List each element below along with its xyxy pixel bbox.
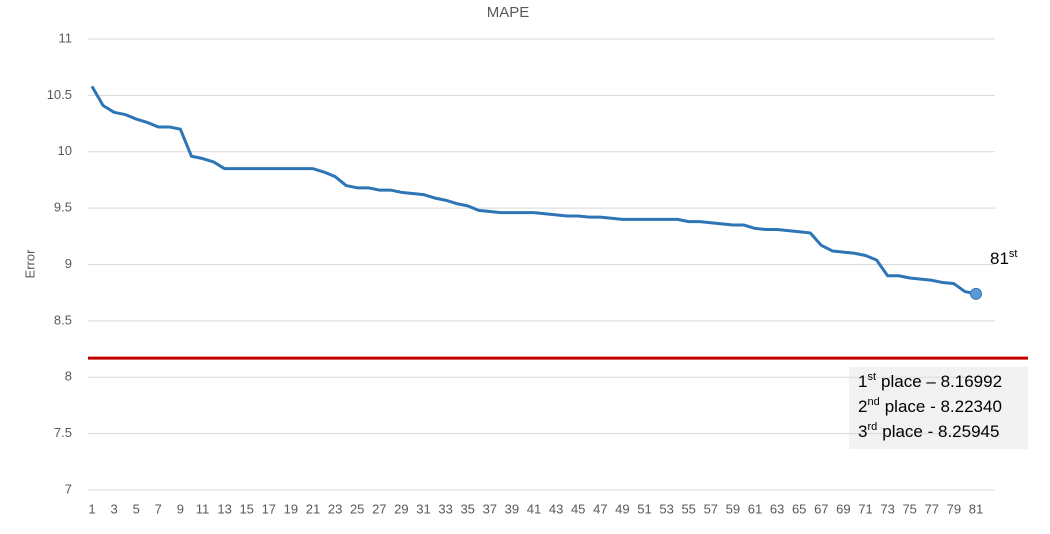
- x-tick-label: 37: [483, 501, 497, 516]
- x-tick-label: 5: [133, 501, 140, 516]
- x-tick-label: 33: [438, 501, 452, 516]
- x-tick-label: 65: [792, 501, 806, 516]
- legend-text: place – 8.16992: [881, 372, 1002, 391]
- y-tick-label: 7: [65, 481, 72, 496]
- legend-line: 1st place – 8.16992: [858, 371, 1002, 392]
- legend-text: place - 8.22340: [885, 397, 1002, 416]
- x-tick-label: 43: [549, 501, 563, 516]
- chart-title: MAPE: [487, 4, 530, 21]
- x-tick-label: 45: [571, 501, 585, 516]
- legend-ordinal: 2: [858, 397, 867, 416]
- y-tick-label: 10.5: [47, 87, 72, 102]
- y-tick-label: 9: [65, 256, 72, 271]
- legend-ordinal: 1: [858, 372, 867, 391]
- x-tick-label: 41: [527, 501, 541, 516]
- x-tick-label: 71: [858, 501, 872, 516]
- point-annotation: 81st: [990, 248, 1017, 269]
- x-tick-label: 1: [88, 501, 95, 516]
- x-tick-label: 19: [284, 501, 298, 516]
- y-tick-label: 8.5: [54, 312, 72, 327]
- x-tick-label: 57: [704, 501, 718, 516]
- x-tick-label: 79: [947, 501, 961, 516]
- x-tick-label: 31: [416, 501, 430, 516]
- annotation-number: 81: [990, 249, 1009, 268]
- x-tick-label: 3: [110, 501, 117, 516]
- annotation-suffix: st: [1009, 248, 1018, 260]
- data-line: [90, 85, 977, 296]
- y-tick-label: 11: [59, 30, 73, 45]
- x-tick-label: 47: [593, 501, 607, 516]
- x-tick-label: 73: [880, 501, 894, 516]
- x-tick-label: 23: [328, 501, 342, 516]
- x-tick-label: 39: [505, 501, 519, 516]
- highlight-point: [970, 287, 982, 300]
- legend-suffix: rd: [867, 421, 877, 433]
- y-tick-label: 7.5: [54, 425, 72, 440]
- x-tick-label: 67: [814, 501, 828, 516]
- x-tick-label: 55: [681, 501, 695, 516]
- x-tick-label: 11: [196, 501, 210, 516]
- y-tick-label: 9.5: [54, 200, 72, 215]
- x-tick-label: 77: [925, 501, 939, 516]
- legend-suffix: st: [867, 371, 876, 383]
- legend-text: place - 8.25945: [882, 422, 999, 441]
- legend-ordinal: 3: [858, 422, 867, 441]
- legend-suffix: nd: [867, 396, 879, 408]
- x-tick-label: 59: [726, 501, 740, 516]
- x-tick-label: 49: [615, 501, 629, 516]
- y-axis-label: Error: [22, 249, 37, 279]
- x-tick-label: 17: [262, 501, 276, 516]
- legend-box: [849, 367, 1028, 449]
- x-tick-label: 27: [372, 501, 386, 516]
- legend-line: 3rd place - 8.25945: [858, 421, 999, 442]
- x-tick-label: 15: [239, 501, 253, 516]
- x-tick-label: 51: [637, 501, 651, 516]
- x-tick-label: 61: [748, 501, 762, 516]
- x-tick-label: 9: [177, 501, 184, 516]
- x-tick-label: 63: [770, 501, 784, 516]
- x-tick-label: 29: [394, 501, 408, 516]
- x-tick-label: 69: [836, 501, 850, 516]
- x-tick-label: 35: [460, 501, 474, 516]
- x-tick-label: 21: [306, 501, 320, 516]
- x-tick-label: 53: [659, 501, 673, 516]
- legend-line: 2nd place - 8.22340: [858, 396, 1002, 417]
- x-tick-label: 25: [350, 501, 364, 516]
- x-tick-label: 13: [217, 501, 231, 516]
- y-tick-label: 8: [65, 369, 72, 384]
- y-tick-label: 10: [58, 143, 72, 158]
- x-tick-label: 81: [969, 501, 983, 516]
- x-tick-label: 75: [902, 501, 916, 516]
- x-tick-label: 7: [155, 501, 162, 516]
